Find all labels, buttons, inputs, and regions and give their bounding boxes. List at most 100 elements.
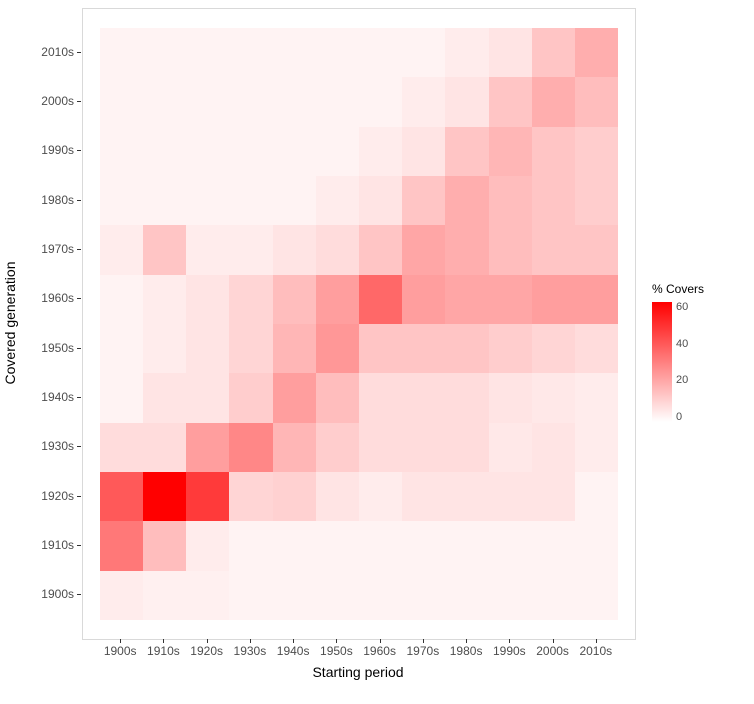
heatmap-cell [532, 324, 575, 373]
heatmap-cell [359, 275, 402, 324]
heatmap-cell [316, 28, 359, 77]
heatmap-cell [273, 77, 316, 126]
heatmap-cell [143, 127, 186, 176]
y-tick-label: 1900s [41, 587, 74, 601]
x-tick-label: 1910s [147, 644, 180, 658]
heatmap-cell [359, 28, 402, 77]
heatmap-cell [229, 225, 272, 274]
heatmap-cell [273, 571, 316, 620]
heatmap-cell [402, 521, 445, 570]
heatmap-cell [532, 373, 575, 422]
x-tick-label: 1960s [363, 644, 396, 658]
heatmap-cell [316, 324, 359, 373]
heatmap-cell [489, 77, 532, 126]
heatmap-cell [316, 373, 359, 422]
heatmap-cell [229, 571, 272, 620]
heatmap-cell [316, 571, 359, 620]
legend-tick-label: 0 [676, 411, 682, 423]
heatmap-cell [273, 225, 316, 274]
heatmap-cell [575, 127, 618, 176]
heatmap-cell [229, 275, 272, 324]
heatmap-cell [273, 423, 316, 472]
heatmap-cell [359, 176, 402, 225]
heatmap-cell [316, 77, 359, 126]
y-axis-label: Covered generation [2, 262, 18, 385]
heatmap-cell [575, 423, 618, 472]
heatmap-cell [575, 28, 618, 77]
heatmap-cell [532, 77, 575, 126]
heatmap-cell [143, 275, 186, 324]
heatmap-cell [575, 225, 618, 274]
heatmap-cell [532, 423, 575, 472]
legend-tick-label: 20 [676, 374, 688, 386]
y-tick-label: 1910s [41, 538, 74, 552]
heatmap-cell [575, 77, 618, 126]
legend-bar-wrap: 0204060 [652, 302, 704, 422]
heatmap-cell [316, 275, 359, 324]
x-tick-label: 1970s [407, 644, 440, 658]
heatmap-cell [489, 275, 532, 324]
heatmap-cell [273, 324, 316, 373]
heatmap-cell [143, 28, 186, 77]
heatmap-cell [402, 28, 445, 77]
heatmap-cell [229, 77, 272, 126]
heatmap-cell [359, 77, 402, 126]
heatmap-cell [143, 176, 186, 225]
heatmap-cell [143, 225, 186, 274]
heatmap-cell [575, 176, 618, 225]
y-tick-label: 2000s [41, 94, 74, 108]
heatmap-cell [489, 28, 532, 77]
heatmap-cell [186, 127, 229, 176]
heatmap-cell [489, 127, 532, 176]
heatmap-cell [575, 521, 618, 570]
heatmap-cell [100, 28, 143, 77]
y-tick-label: 1990s [41, 143, 74, 157]
heatmap-cell [143, 77, 186, 126]
heatmap-cell [575, 275, 618, 324]
y-tick-label: 1960s [41, 291, 74, 305]
heatmap-cell [186, 324, 229, 373]
legend-colorbar [652, 302, 672, 422]
plot-area [82, 8, 636, 640]
heatmap-cell [273, 28, 316, 77]
heatmap-cell [359, 423, 402, 472]
heatmap-cell [229, 521, 272, 570]
heatmap-cell [100, 176, 143, 225]
x-tick-label: 1940s [277, 644, 310, 658]
heatmap-cell [100, 472, 143, 521]
heatmap-cell [532, 176, 575, 225]
heatmap-cell [273, 275, 316, 324]
heatmap-cell [273, 127, 316, 176]
heatmap-cell [359, 225, 402, 274]
heatmap-cell [575, 373, 618, 422]
heatmap-cell [445, 373, 488, 422]
heatmap-cell [359, 571, 402, 620]
heatmap-cell [489, 324, 532, 373]
x-tick-label: 1920s [190, 644, 223, 658]
y-tick-label: 1920s [41, 489, 74, 503]
heatmap-cell [273, 472, 316, 521]
heatmap-cell [186, 28, 229, 77]
heatmap-cell [100, 127, 143, 176]
heatmap-cell [402, 176, 445, 225]
heatmap-cell [186, 225, 229, 274]
heatmap-cell [229, 324, 272, 373]
heatmap-cell [143, 521, 186, 570]
y-tick-label: 1980s [41, 193, 74, 207]
heatmap-cell [532, 571, 575, 620]
heatmap-cell [402, 275, 445, 324]
heatmap-cell [229, 373, 272, 422]
heatmap-cell [100, 423, 143, 472]
legend-tick-label: 40 [676, 338, 688, 350]
heatmap-chart: 1900s1910s1920s1930s1940s1950s1960s1970s… [0, 0, 754, 704]
heatmap-cell [532, 28, 575, 77]
heatmap-cell [402, 225, 445, 274]
x-tick-label: 1900s [104, 644, 137, 658]
heatmap-cell [273, 176, 316, 225]
heatmap-cell [186, 77, 229, 126]
heatmap-cell [575, 571, 618, 620]
heatmap-cell [402, 472, 445, 521]
heatmap-cell [186, 373, 229, 422]
heatmap-grid [83, 9, 635, 639]
legend: % Covers 0204060 [652, 282, 704, 422]
